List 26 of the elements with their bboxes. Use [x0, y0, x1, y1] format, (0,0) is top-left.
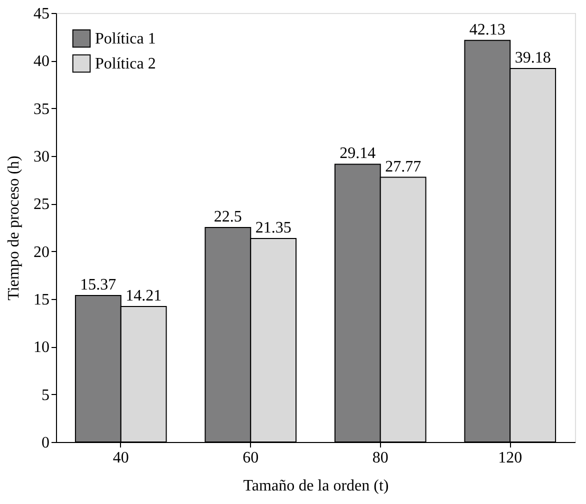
y-tick-label: 0	[42, 434, 50, 452]
data-label: 27.77	[385, 158, 422, 176]
y-tick-label: 25	[34, 196, 50, 214]
data-label: 14.21	[126, 288, 162, 305]
data-label: 42.13	[469, 21, 506, 38]
x-tick-label: 60	[242, 450, 259, 466]
y-tick-label: 20	[34, 244, 50, 261]
x-tick-label: 120	[498, 450, 522, 466]
x-axis-title: Tamaño de la orden (t)	[243, 478, 389, 494]
y-axis-title: Tiempo de proceso (h)	[6, 156, 22, 300]
y-tick-label: 10	[34, 339, 50, 356]
data-label: 39.18	[514, 49, 551, 66]
y-tick-label: 40	[34, 53, 50, 70]
y-tick-label: 5	[42, 386, 50, 404]
y-tick-label: 15	[34, 292, 50, 308]
y-tick-label: 30	[34, 148, 50, 166]
y-tick-label: 45	[34, 6, 50, 22]
data-label: 29.14	[340, 145, 376, 162]
y-tick-label: 35	[34, 100, 50, 118]
data-label: 15.37	[80, 276, 116, 294]
legend-label: Política 2	[95, 56, 156, 72]
data-label: 21.35	[255, 219, 292, 236]
legend-label: Política 1	[95, 30, 156, 48]
data-label: 22.5	[214, 208, 242, 226]
x-tick-label: 40	[112, 450, 129, 466]
x-tick-label: 80	[372, 450, 388, 466]
